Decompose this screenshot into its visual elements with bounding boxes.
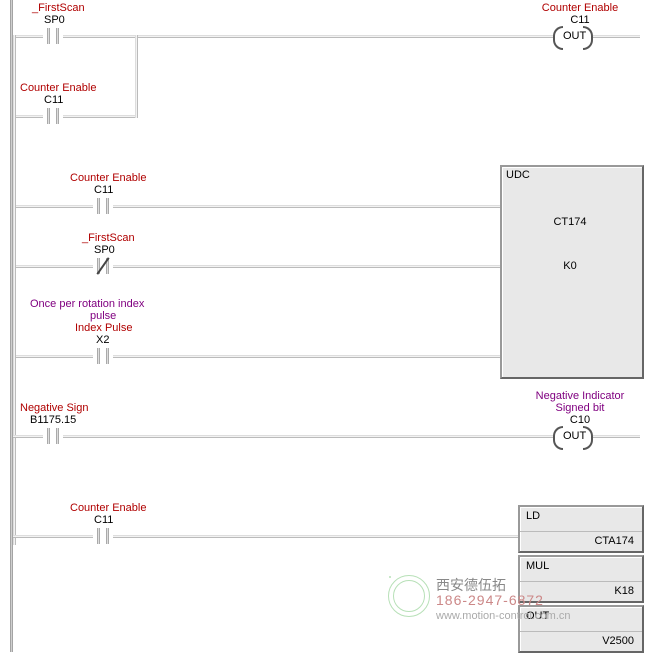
contact-desc: Counter Enable bbox=[70, 502, 146, 514]
wire bbox=[593, 35, 640, 38]
box-val: CTA174 bbox=[594, 535, 634, 547]
wire bbox=[63, 35, 138, 38]
contact-x2-no bbox=[93, 346, 113, 366]
contact-desc: Counter Enable bbox=[20, 82, 96, 94]
contact-desc: Negative Sign bbox=[20, 402, 89, 414]
contact-desc1: Once per rotation index bbox=[30, 298, 144, 310]
contact-addr: C11 bbox=[94, 184, 113, 196]
wire bbox=[63, 435, 553, 438]
wire bbox=[113, 355, 500, 358]
wire bbox=[138, 35, 553, 38]
udc-block bbox=[500, 165, 644, 379]
contact-addr: C11 bbox=[44, 94, 63, 106]
ld-box: LD CTA174 bbox=[518, 505, 644, 553]
box-val: K18 bbox=[614, 585, 634, 597]
coil-desc2: Signed bit bbox=[510, 402, 650, 414]
wire bbox=[13, 35, 16, 115]
contact-desc: _FirstScan bbox=[32, 2, 85, 14]
wire bbox=[113, 265, 500, 268]
contact-c11-no-rung4 bbox=[93, 526, 113, 546]
contact-addr: SP0 bbox=[44, 14, 65, 26]
contact-negative-sign bbox=[43, 426, 63, 446]
coil-text: OUT bbox=[563, 430, 586, 442]
contact-desc2: pulse bbox=[90, 310, 116, 322]
wire bbox=[13, 435, 43, 438]
wire bbox=[113, 205, 500, 208]
wire bbox=[13, 35, 43, 38]
box-val: V2500 bbox=[602, 635, 634, 647]
wire bbox=[13, 205, 93, 208]
watermark-logo bbox=[388, 575, 430, 617]
watermark-url: www.motion-control.com.cn bbox=[436, 610, 571, 622]
divider bbox=[520, 531, 642, 532]
box-title: LD bbox=[526, 510, 540, 522]
divider bbox=[520, 581, 642, 582]
contact-addr: C11 bbox=[94, 514, 113, 526]
wire bbox=[13, 265, 93, 268]
contact-addr: X2 bbox=[96, 334, 109, 346]
block-title: UDC bbox=[506, 169, 530, 181]
wire bbox=[135, 35, 138, 118]
coil-addr: C10 bbox=[510, 414, 650, 426]
divider bbox=[520, 631, 642, 632]
coil-desc: Counter Enable bbox=[520, 2, 640, 14]
contact-counter-enable-no bbox=[43, 106, 63, 126]
coil-addr: C11 bbox=[520, 14, 640, 26]
box-title: MUL bbox=[526, 560, 549, 572]
contact-firstscan-nc bbox=[93, 256, 113, 276]
wire bbox=[113, 535, 518, 538]
wire bbox=[13, 115, 43, 118]
wire bbox=[593, 435, 640, 438]
coil-text: OUT bbox=[563, 30, 586, 42]
contact-desc: _FirstScan bbox=[82, 232, 135, 244]
contact-addr: B1175.15 bbox=[30, 414, 76, 426]
wire bbox=[13, 355, 93, 358]
coil-desc1: Negative Indicator bbox=[510, 390, 650, 402]
block-line2: K0 bbox=[500, 260, 640, 272]
block-line1: CT174 bbox=[500, 216, 640, 228]
wire bbox=[13, 115, 16, 545]
wire bbox=[63, 115, 138, 118]
wire bbox=[13, 535, 93, 538]
watermark-phone: 186-2947-6872 bbox=[436, 592, 544, 608]
contact-desc3: Index Pulse bbox=[75, 322, 132, 334]
contact-c11-no bbox=[93, 196, 113, 216]
contact-desc: Counter Enable bbox=[70, 172, 146, 184]
contact-addr: SP0 bbox=[94, 244, 115, 256]
contact-firstscan-no bbox=[43, 26, 63, 46]
